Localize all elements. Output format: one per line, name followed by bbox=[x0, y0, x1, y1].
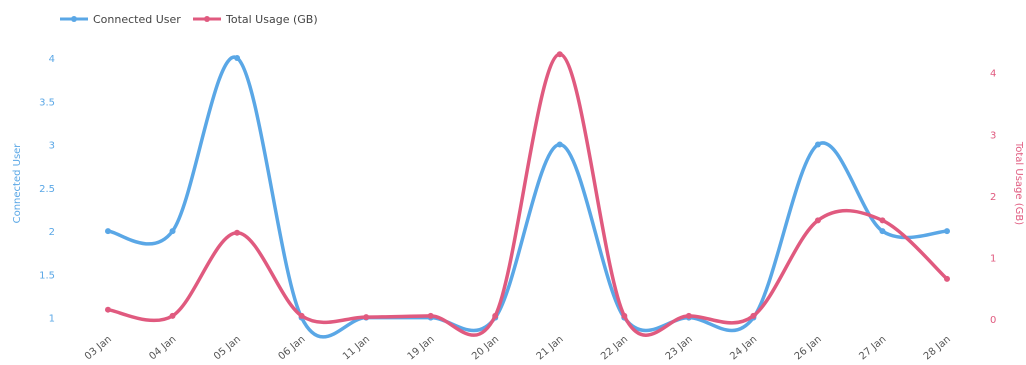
legend-marker bbox=[71, 16, 77, 22]
data-point[interactable] bbox=[685, 312, 692, 319]
x-tick-label: 03 Jan bbox=[83, 334, 114, 363]
y-tick-right: 1 bbox=[990, 253, 996, 264]
legend-item-1[interactable]: Total Usage (GB) bbox=[193, 13, 318, 26]
y-tick-left: 1 bbox=[49, 314, 55, 325]
data-point[interactable] bbox=[427, 312, 434, 319]
data-point[interactable] bbox=[492, 312, 499, 319]
x-axis-ticks: 03 Jan 04 Jan 05 Jan 06 Jan 11 Jan 19 Jan 20 J… bbox=[83, 334, 953, 363]
x-tick-label: 22 Jan bbox=[599, 334, 630, 363]
legend-marker bbox=[204, 16, 210, 22]
data-point[interactable] bbox=[621, 312, 628, 319]
legend-label: Connected User bbox=[93, 13, 181, 26]
x-tick-label: 24 Jan bbox=[728, 334, 759, 363]
data-point[interactable] bbox=[750, 312, 757, 319]
data-point[interactable] bbox=[363, 314, 370, 321]
data-point[interactable] bbox=[298, 312, 305, 319]
y-axis-title-left: Connected User bbox=[12, 143, 23, 224]
series-0 bbox=[105, 54, 950, 339]
data-point[interactable] bbox=[814, 141, 821, 148]
x-tick-label: 27 Jan bbox=[857, 334, 888, 363]
y-tick-left: 2.5 bbox=[39, 184, 55, 195]
data-point[interactable] bbox=[814, 217, 821, 224]
data-point[interactable] bbox=[105, 306, 111, 313]
legend-item-0[interactable]: Connected User bbox=[60, 13, 181, 26]
x-tick-label: 04 Jan bbox=[147, 334, 178, 363]
y-tick-right: 2 bbox=[990, 192, 996, 203]
x-tick-label: 26 Jan bbox=[793, 334, 824, 363]
data-point[interactable] bbox=[234, 54, 241, 61]
x-tick-label: 11 Jan bbox=[341, 334, 372, 363]
data-point[interactable] bbox=[169, 312, 176, 319]
y-tick-right: 4 bbox=[990, 69, 996, 80]
series-line bbox=[107, 52, 949, 337]
y-tick-left: 2 bbox=[49, 227, 55, 238]
x-tick-label: 28 Jan bbox=[922, 334, 953, 363]
data-point[interactable] bbox=[556, 141, 563, 148]
x-tick-label: 21 Jan bbox=[535, 334, 566, 363]
series-layer bbox=[105, 51, 950, 339]
y-tick-left: 3 bbox=[49, 141, 55, 152]
data-point[interactable] bbox=[879, 228, 886, 235]
legend-label: Total Usage (GB) bbox=[225, 13, 318, 26]
data-point[interactable] bbox=[879, 217, 886, 224]
data-point[interactable] bbox=[105, 228, 111, 235]
x-tick-label: 06 Jan bbox=[276, 334, 307, 363]
series-1 bbox=[105, 51, 950, 337]
x-tick-label: 19 Jan bbox=[406, 334, 437, 363]
data-point[interactable] bbox=[234, 229, 241, 236]
x-tick-label: 20 Jan bbox=[470, 334, 501, 363]
x-tick-label: 05 Jan bbox=[212, 334, 243, 363]
series-line bbox=[107, 55, 948, 339]
y-tick-left: 3.5 bbox=[39, 97, 55, 108]
y-tick-left: 4 bbox=[49, 54, 55, 65]
legend: Connected User Total Usage (GB) bbox=[60, 13, 318, 26]
y-axis-title-right: Total Usage (GB) bbox=[1013, 141, 1024, 225]
y-tick-right: 3 bbox=[990, 130, 996, 141]
y-tick-left: 1.5 bbox=[39, 270, 55, 281]
right-axis-ticks: 0 1 2 3 4 bbox=[990, 69, 996, 326]
left-axis-ticks: 1 1.5 2 2.5 3 3.5 4 bbox=[39, 54, 55, 325]
data-point[interactable] bbox=[944, 228, 950, 235]
data-point[interactable] bbox=[556, 51, 563, 58]
data-point[interactable] bbox=[944, 275, 950, 282]
x-tick-label: 23 Jan bbox=[664, 334, 695, 363]
y-tick-right: 0 bbox=[990, 315, 996, 326]
data-point[interactable] bbox=[169, 228, 176, 235]
